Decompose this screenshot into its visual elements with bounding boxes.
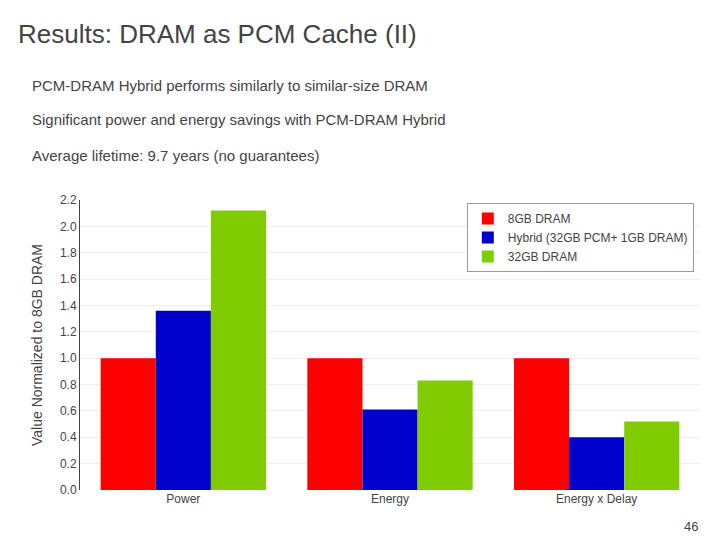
svg-text:1.6: 1.6 bbox=[60, 272, 77, 286]
svg-text:Energy x Delay: Energy x Delay bbox=[556, 492, 637, 506]
svg-text:Average lifetime: 9.7 years (n: Average lifetime: 9.7 years (no guarante… bbox=[32, 147, 319, 164]
svg-text:0.0: 0.0 bbox=[60, 483, 77, 497]
svg-text:2.2: 2.2 bbox=[60, 193, 77, 207]
svg-text:Power: Power bbox=[166, 492, 200, 506]
svg-text:8GB DRAM: 8GB DRAM bbox=[508, 212, 571, 226]
svg-text:Results: DRAM as PCM Cache (II: Results: DRAM as PCM Cache (II) bbox=[18, 19, 417, 49]
svg-text:0.4: 0.4 bbox=[60, 430, 77, 444]
svg-text:32GB DRAM: 32GB DRAM bbox=[508, 250, 577, 264]
svg-text:Significant power and energy s: Significant power and energy savings wit… bbox=[32, 111, 446, 128]
svg-text:Energy: Energy bbox=[371, 492, 409, 506]
svg-text:0.2: 0.2 bbox=[60, 457, 77, 471]
svg-text:0.6: 0.6 bbox=[60, 404, 77, 418]
svg-text:46: 46 bbox=[684, 519, 698, 534]
svg-text:PCM-DRAM Hybrid performs simil: PCM-DRAM Hybrid performs similarly to si… bbox=[32, 77, 428, 94]
svg-text:0.8: 0.8 bbox=[60, 378, 77, 392]
svg-text:2.0: 2.0 bbox=[60, 220, 77, 234]
svg-text:1.4: 1.4 bbox=[60, 299, 77, 313]
svg-text:Hybrid (32GB PCM+ 1GB DRAM): Hybrid (32GB PCM+ 1GB DRAM) bbox=[508, 231, 688, 245]
svg-text:1.0: 1.0 bbox=[60, 351, 77, 365]
svg-text:1.2: 1.2 bbox=[60, 325, 77, 339]
svg-text:Value Normalized to 8GB DRAM: Value Normalized to 8GB DRAM bbox=[29, 244, 45, 446]
svg-text:1.8: 1.8 bbox=[60, 246, 77, 260]
